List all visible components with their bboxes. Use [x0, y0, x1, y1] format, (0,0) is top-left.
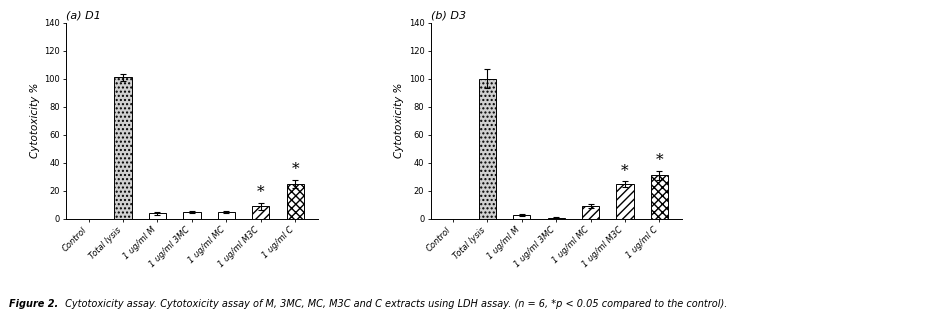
Bar — [547, 218, 564, 219]
Bar — [218, 212, 235, 219]
Bar — [149, 213, 166, 219]
Bar — [616, 184, 634, 219]
Text: *: * — [621, 164, 629, 177]
Bar — [184, 212, 201, 219]
Text: Figure 2.: Figure 2. — [9, 299, 59, 309]
Y-axis label: Cytotoxicity %: Cytotoxicity % — [395, 83, 404, 158]
Text: (a) D1: (a) D1 — [66, 10, 101, 20]
Bar — [287, 184, 304, 219]
Text: *: * — [292, 162, 299, 176]
Text: Cytotoxicity assay. Cytotoxicity assay of M, 3MC, MC, M3C and C extracts using L: Cytotoxicity assay. Cytotoxicity assay o… — [62, 299, 727, 309]
Bar — [252, 206, 269, 219]
Bar — [479, 79, 496, 219]
Text: *: * — [655, 153, 663, 167]
Bar — [582, 206, 599, 219]
Bar — [651, 175, 668, 219]
Y-axis label: Cytotoxicity %: Cytotoxicity % — [30, 83, 40, 158]
Text: *: * — [257, 185, 264, 199]
Text: (b) D3: (b) D3 — [431, 10, 466, 20]
Bar — [513, 215, 530, 219]
Bar — [115, 77, 132, 219]
